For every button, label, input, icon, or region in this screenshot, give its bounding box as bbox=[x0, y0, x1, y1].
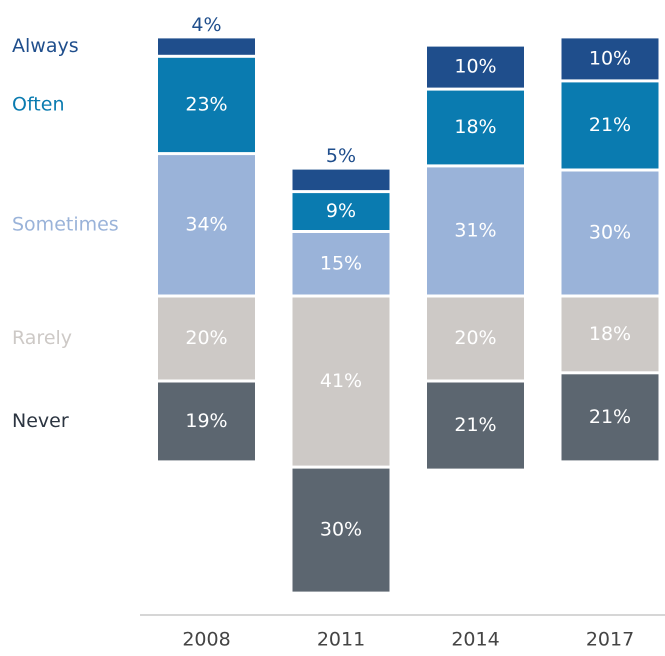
bar-segment bbox=[561, 38, 659, 80]
legend-label: Sometimes bbox=[12, 213, 119, 235]
bar-segment bbox=[561, 374, 659, 461]
legend-label: Never bbox=[12, 410, 69, 432]
value-label: 34% bbox=[185, 213, 227, 235]
value-label: 18% bbox=[454, 116, 496, 138]
bar-segment bbox=[427, 382, 524, 469]
legend-label: Often bbox=[12, 93, 65, 115]
value-label: 23% bbox=[185, 93, 227, 115]
value-label: 19% bbox=[185, 410, 227, 432]
x-tick-label: 2011 bbox=[317, 629, 365, 651]
bar-segment bbox=[561, 82, 659, 169]
bar-segment bbox=[158, 57, 255, 153]
value-label: 5% bbox=[326, 145, 356, 167]
bar-segment bbox=[292, 233, 390, 295]
bar-segment bbox=[158, 382, 255, 461]
bar-segment bbox=[158, 297, 255, 380]
legend-label: Rarely bbox=[12, 327, 72, 349]
x-tick-label: 2017 bbox=[586, 629, 634, 651]
bar-segment bbox=[158, 38, 255, 55]
value-label: 30% bbox=[320, 519, 362, 541]
legend-label: Always bbox=[12, 35, 79, 57]
value-label: 21% bbox=[589, 114, 631, 136]
bar-segment bbox=[292, 297, 390, 466]
value-label: 15% bbox=[320, 252, 362, 274]
value-label: 30% bbox=[589, 222, 631, 244]
value-label: 18% bbox=[589, 323, 631, 345]
bar-segment bbox=[561, 171, 659, 295]
value-label: 21% bbox=[589, 406, 631, 428]
value-label: 10% bbox=[454, 56, 496, 78]
x-tick-label: 2014 bbox=[451, 629, 499, 651]
bar-segment bbox=[292, 468, 390, 592]
bar-segment bbox=[427, 297, 524, 380]
bar-segment bbox=[427, 167, 524, 295]
value-label: 10% bbox=[589, 47, 631, 69]
bar-segment bbox=[561, 297, 659, 372]
bar-segment bbox=[427, 90, 524, 165]
value-label: 31% bbox=[454, 219, 496, 241]
value-label: 20% bbox=[185, 327, 227, 349]
bar-segment bbox=[292, 193, 390, 230]
value-label: 9% bbox=[326, 200, 356, 222]
x-tick-label: 2008 bbox=[182, 629, 230, 651]
value-label: 21% bbox=[454, 414, 496, 436]
value-label: 41% bbox=[320, 370, 362, 392]
value-label: 4% bbox=[191, 14, 221, 36]
bar-segment bbox=[292, 169, 390, 191]
value-label: 20% bbox=[454, 327, 496, 349]
bar-segment bbox=[427, 46, 524, 88]
bar-segment bbox=[158, 155, 255, 295]
